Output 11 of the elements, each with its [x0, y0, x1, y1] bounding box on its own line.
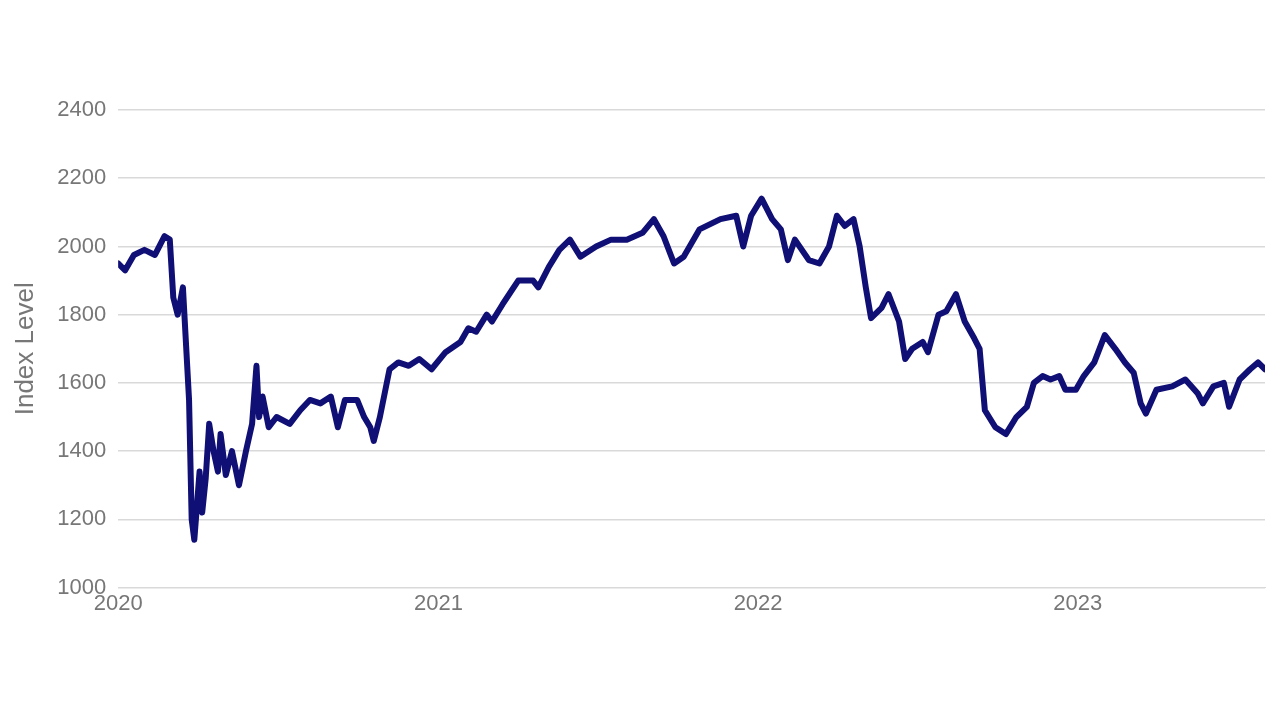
y-axis-title: Index Level — [8, 282, 39, 416]
y-tick-label: 2400 — [57, 96, 107, 122]
y-tick-label: 1800 — [57, 300, 107, 326]
y-tick-label: 2200 — [57, 164, 107, 190]
y-tick-label: 1400 — [57, 437, 107, 463]
x-tick-label: 2022 — [733, 589, 783, 615]
y-tick-label: 1200 — [57, 505, 107, 531]
y-tick-label: 2000 — [57, 232, 107, 258]
x-tick-label: 2021 — [414, 589, 464, 615]
x-tick-label: 2023 — [1053, 589, 1103, 615]
y-tick-label: 1600 — [57, 368, 107, 394]
